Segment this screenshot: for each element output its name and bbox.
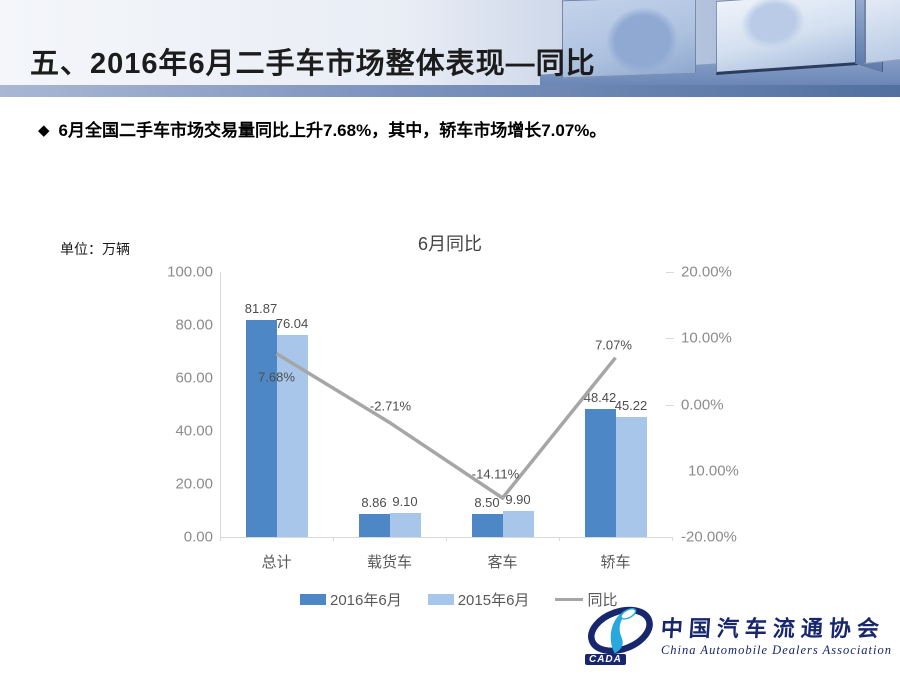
secondary-axis-tick-label: 20.00% (681, 263, 732, 281)
x-axis-tick-mark (446, 537, 447, 541)
x-axis-category-label: 客车 (487, 554, 518, 571)
chart-title: 6月同比 (417, 234, 482, 254)
secondary-axis-tick-label: 10.00% (688, 462, 739, 480)
y-axis-tick-label: 60.00 (175, 369, 213, 387)
legend-line-swatch (555, 598, 584, 601)
chart-legend: 2016年6月 2015年6月 同比 (300, 589, 617, 610)
bar-2015年6月-总计 (276, 335, 308, 537)
bar-data-label: 8.50 (474, 495, 500, 511)
legend-label: 2016年6月 (330, 592, 402, 609)
diamond-bullet-icon: ◆ (38, 122, 50, 139)
secondary-axis-tick-label: 10.00% (681, 329, 732, 347)
x-axis-category-label: 轿车 (600, 554, 631, 571)
x-axis-category-label: 载货车 (366, 554, 413, 571)
bullet-row: ◆ 6月全国二手车市场交易量同比上升7.68%，其中，轿车市场增长7.07%。 (38, 120, 606, 142)
legend-label: 同比 (587, 592, 618, 609)
cada-logo-svg (588, 606, 653, 655)
page-title: 五、2016年6月二手车市场整体表现—同比 (30, 48, 596, 80)
legend-item-同比: 同比 (555, 589, 617, 610)
legend-item-2016年6月: 2016年6月 (300, 589, 402, 610)
x-axis-tick-mark (220, 537, 221, 541)
header-banner: 五、2016年6月二手车市场整体表现—同比 (0, 0, 900, 97)
bar-2016年6月-轿车 (584, 408, 616, 537)
line-data-label: -14.11% (471, 466, 520, 482)
legend-item-2015年6月: 2015年6月 (427, 589, 530, 610)
bar-data-label: 8.86 (361, 494, 387, 510)
cada-logo: CADA 中国汽车流通协会 China Automobile Dealers A… (583, 603, 892, 665)
bar-2016年6月-载货车 (358, 513, 390, 537)
legend-bar-swatch (300, 594, 326, 605)
legend-bar-swatch (427, 594, 454, 605)
cada-badge: CADA (584, 654, 626, 665)
bar-2015年6月-轿车 (615, 417, 647, 537)
header-divider-strip (0, 85, 900, 97)
bar-data-label: 45.22 (614, 398, 648, 414)
x-axis-tick-mark (333, 537, 334, 541)
bar-data-label: 48.42 (583, 389, 617, 405)
logo-chinese-name: 中国汽车流通协会 (659, 615, 886, 641)
bar-data-label: 9.90 (505, 491, 531, 507)
x-axis-tick-mark (672, 537, 673, 541)
bar-data-label: 76.04 (275, 316, 309, 332)
y-axis-tick-label: 40.00 (175, 422, 213, 440)
bar-data-label: 81.87 (244, 301, 278, 317)
bar-2015年6月-载货车 (389, 512, 421, 537)
bar-2016年6月-客车 (471, 514, 503, 537)
y-axis-line (220, 272, 221, 537)
logo-english-name: China Automobile Dealers Association (660, 642, 892, 657)
y-axis-tick-label: 0.00 (183, 528, 213, 546)
bar-2016年6月-总计 (245, 320, 277, 537)
legend-label: 2015年6月 (457, 592, 530, 609)
bullet-text: 6月全国二手车市场交易量同比上升7.68%，其中，轿车市场增长7.07%。 (58, 121, 607, 140)
secondary-axis-tick-mark (666, 272, 674, 273)
y-axis-tick-label: 100.00 (167, 263, 213, 281)
x-axis-tick-mark (559, 537, 560, 541)
secondary-axis-tick-label: 0.00% (681, 396, 724, 413)
secondary-axis-tick-mark (666, 404, 674, 406)
x-axis-category-label: 总计 (261, 554, 292, 571)
bar-2015年6月-客车 (502, 510, 534, 537)
line-data-label: 7.07% (595, 337, 632, 353)
secondary-axis-tick-label: -20.00% (681, 528, 737, 546)
line-data-label: 7.68% (258, 369, 295, 385)
cada-logo-icon: CADA (583, 603, 655, 665)
secondary-axis-tick-mark (666, 338, 674, 340)
y-axis-tick-label: 80.00 (175, 316, 213, 334)
y-axis-tick-label: 20.00 (175, 475, 213, 493)
line-data-label: -2.71% (369, 398, 412, 414)
bar-data-label: 9.10 (392, 493, 418, 509)
chart-unit-label: 单位：万辆 (60, 241, 130, 257)
